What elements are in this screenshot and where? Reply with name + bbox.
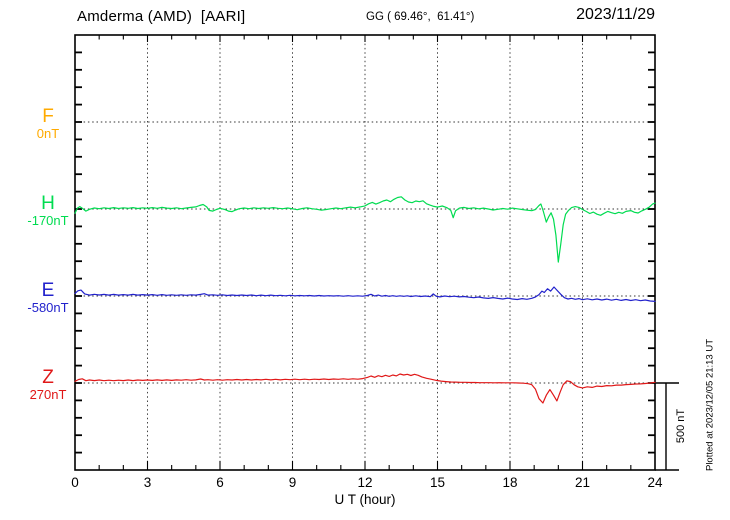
x-tick-label: 21 [574, 475, 591, 490]
x-tick-label: 9 [288, 475, 297, 490]
channel-letter-f: F [42, 106, 54, 127]
x-tick-label: 18 [502, 475, 518, 490]
trace-z [74, 373, 656, 404]
channel-label-h: H -170nT [16, 194, 80, 228]
channel-label-f: F 0nT [16, 107, 80, 141]
channel-letter-h: H [41, 193, 55, 214]
station-title: Amderma (AMD) [AARI] [77, 8, 246, 25]
channel-baseline-f: 0nT [36, 126, 60, 141]
plot-date: 2023/11/29 [576, 6, 655, 23]
trace-e [74, 286, 656, 302]
trace-h [74, 196, 656, 263]
geographic-coords: GG ( 69.46°, 61.41°) [366, 11, 475, 23]
x-tick-label: 15 [429, 475, 446, 490]
x-tick-label: 12 [357, 475, 373, 490]
x-tick-label: 3 [143, 475, 152, 490]
x-tick-label: 0 [71, 475, 79, 490]
plot-timestamp-note: Plotted at 2023/12/05 21:13 UT [704, 338, 716, 472]
channel-baseline-h: -170nT [27, 213, 69, 228]
channel-label-z: Z 270nT [16, 368, 80, 402]
scale-bar-label: 500 nT [675, 408, 687, 444]
channel-baseline-z: 270nT [29, 387, 67, 402]
channel-baseline-e: -580nT [27, 300, 69, 315]
channel-label-e: E -580nT [16, 281, 80, 315]
channel-letter-e: E [41, 280, 55, 301]
x-axis-label: U T (hour) [334, 492, 396, 507]
channel-letter-z: Z [42, 367, 54, 388]
x-tick-label: 6 [216, 475, 224, 490]
x-tick-label: 24 [647, 475, 663, 490]
